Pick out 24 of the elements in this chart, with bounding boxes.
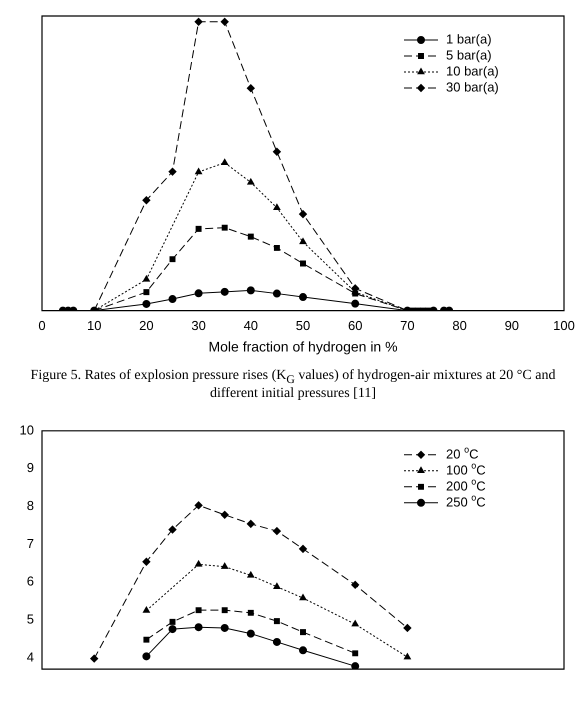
- caption: Figure 5. Rates of explosion pressure rises (K$_{G}$ values) of hydrogen-air mixtures at 20 °C and different initial pressures [11]: [30, 368, 556, 402]
- x-tick-label: 70: [400, 318, 415, 333]
- x-tick-label: 10: [86, 318, 102, 333]
- x-tick-label: 80: [452, 318, 467, 333]
- y-tick-label: 5: [26, 611, 34, 626]
- legend-label: 5 bar(a): [446, 48, 492, 63]
- y-tick-label: 7: [26, 536, 34, 551]
- x-tick-label: 20: [139, 318, 154, 333]
- x-axis-title: Mole fraction of hydrogen in %: [208, 338, 398, 354]
- y-tick-label: 8: [26, 498, 34, 513]
- x-tick-label: 30: [191, 318, 206, 333]
- x-tick-label: 0: [38, 318, 46, 333]
- x-tick-label: 40: [244, 318, 258, 333]
- legend-label: 30 bar(a): [446, 80, 499, 95]
- x-tick-label: 90: [504, 318, 520, 333]
- legend-label: 10 bar(a): [446, 64, 499, 79]
- x-tick-label: 100: [553, 318, 575, 333]
- x-tick-label: 60: [348, 318, 362, 333]
- legend-label: 1 bar(a): [446, 32, 492, 47]
- y-tick-label: 4: [26, 649, 34, 664]
- x-tick-label: 50: [296, 318, 310, 333]
- y-tick-label: 9: [26, 460, 34, 476]
- y-tick-label: 6: [26, 574, 34, 589]
- y-tick-label: 10: [20, 422, 34, 438]
